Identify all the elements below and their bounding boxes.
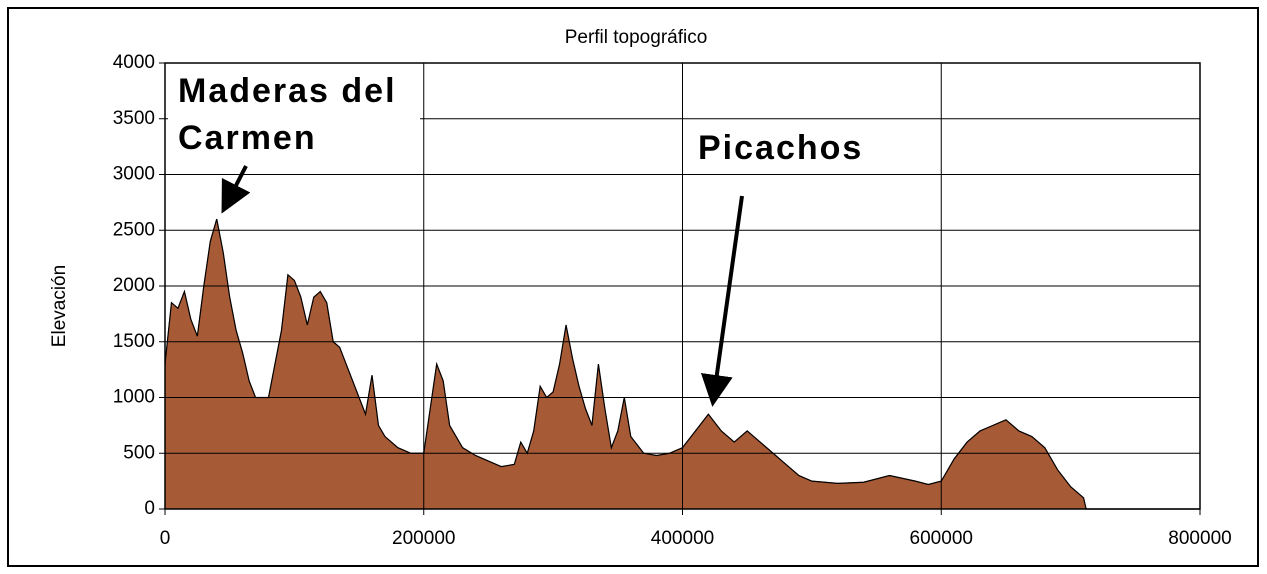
y-tick-label: 4000	[113, 52, 155, 73]
plot-frame	[164, 62, 1201, 510]
y-tick-label: 1000	[113, 387, 155, 408]
arrow	[221, 165, 251, 214]
y-axis-label: Elevación	[49, 265, 70, 347]
chart-title: Perfil topográfico	[565, 27, 708, 48]
x-tick-label: 800000	[1168, 528, 1231, 549]
annotation-box	[168, 66, 420, 162]
y-tick-label: 3500	[113, 108, 155, 129]
y-tick-label: 3000	[113, 164, 155, 185]
annotation: Picachos	[698, 129, 863, 167]
annotation: Carmen	[178, 119, 317, 157]
y-tick-label: 500	[123, 442, 155, 463]
y-tick-label: 2500	[113, 219, 155, 240]
x-tick-label: 400000	[651, 528, 714, 549]
x-tick-label: 200000	[392, 528, 455, 549]
y-tick-label: 0	[144, 498, 155, 519]
x-tick-label: 0	[160, 528, 171, 549]
y-tick-label: 2000	[113, 275, 155, 296]
y-tick-label: 1500	[113, 331, 155, 352]
x-tick-label: 600000	[910, 528, 973, 549]
area-outline	[164, 218, 1200, 510]
arrow	[700, 195, 744, 407]
annotation: Maderas del	[178, 72, 397, 110]
